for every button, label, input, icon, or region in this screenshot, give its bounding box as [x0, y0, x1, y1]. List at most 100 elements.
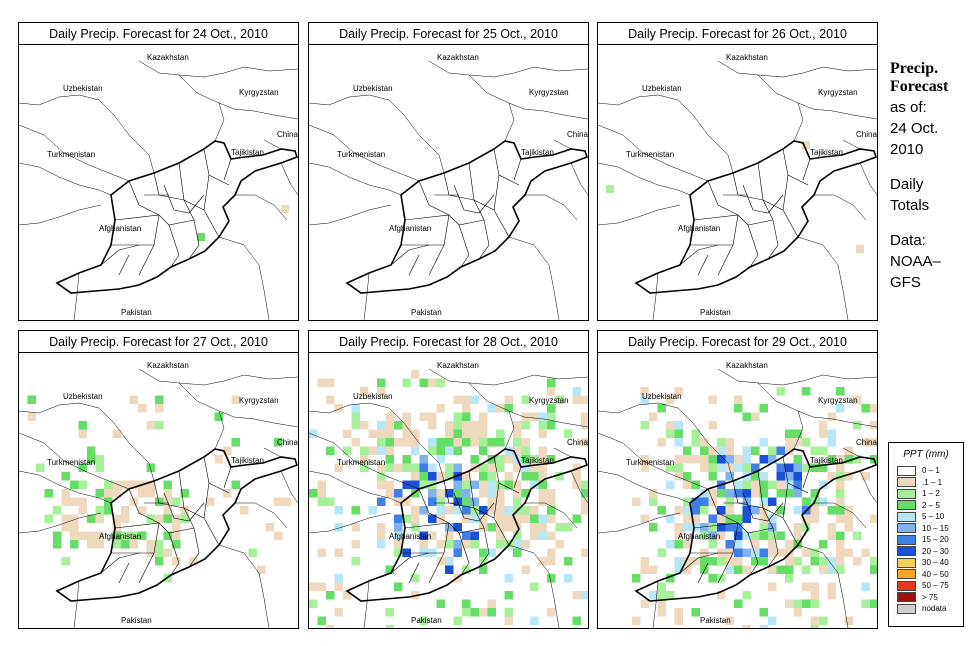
province-boundary — [762, 507, 774, 529]
precip-cell — [436, 497, 445, 506]
precip-cell — [163, 480, 172, 489]
precip-cell — [462, 429, 471, 438]
country-label-pakistan: Pakistan — [700, 308, 731, 317]
precip-cell — [504, 608, 513, 617]
precip-cell — [725, 506, 734, 515]
precip-cell — [470, 506, 479, 515]
precip-cell — [377, 378, 386, 387]
precip-cell — [487, 608, 496, 617]
precip-cell — [87, 514, 96, 523]
precip-cell — [351, 412, 360, 421]
precip-cell — [802, 497, 811, 506]
afghanistan-outline — [345, 448, 588, 602]
precip-cell — [538, 523, 547, 532]
province-boundary — [693, 522, 774, 534]
country-label-china: China — [277, 130, 298, 139]
province-boundary — [404, 214, 485, 226]
precip-cell — [674, 472, 683, 481]
country-border — [309, 162, 402, 196]
precip-cell — [674, 616, 683, 625]
country-label-china: China — [567, 438, 588, 447]
precip-cell — [61, 472, 70, 481]
precip-cell — [819, 540, 828, 549]
precip-cell — [504, 480, 513, 489]
province-boundary — [697, 254, 709, 276]
precip-cell — [785, 463, 794, 472]
precip-cell — [776, 472, 785, 481]
precip-cell — [231, 395, 240, 404]
country-border — [859, 470, 877, 504]
precip-cell — [436, 446, 445, 455]
precip-cell — [742, 625, 751, 628]
precip-cell — [836, 387, 845, 396]
country-label-china: China — [277, 438, 298, 447]
country-border — [428, 368, 588, 386]
precip-cell — [581, 497, 588, 506]
precip-cell — [717, 463, 726, 472]
precip-cell — [513, 489, 522, 498]
precip-cell — [691, 514, 700, 523]
precip-cell — [802, 582, 811, 591]
precip-cell — [870, 599, 877, 608]
legend-label: .1 – 1 — [922, 477, 943, 487]
precip-cell — [674, 540, 683, 549]
precip-map: Kazakhstan Uzbekistan Kyrgyzstan China Turkm… — [309, 361, 588, 628]
precip-cell — [572, 616, 581, 625]
legend-label: 40 – 50 — [922, 569, 949, 579]
precip-cell — [453, 412, 462, 421]
precip-cell — [155, 404, 164, 413]
precip-cell — [453, 540, 462, 549]
precip-cell — [836, 489, 845, 498]
precip-cell — [53, 506, 62, 515]
country-label-kazakhstan: Kazakhstan — [726, 53, 768, 62]
precip-cell — [453, 438, 462, 447]
precip-cell — [785, 472, 794, 481]
precip-cell — [691, 497, 700, 506]
precip-cell — [802, 514, 811, 523]
precip-cell — [802, 463, 811, 472]
precip-cell — [810, 548, 819, 557]
province-boundary — [153, 172, 185, 201]
precip-cell — [785, 557, 794, 566]
precip-cell — [683, 523, 692, 532]
precip-cell — [793, 480, 802, 489]
precip-cell — [326, 591, 335, 600]
precip-cell — [61, 557, 70, 566]
precip-cell — [428, 514, 437, 523]
precip-cell — [674, 506, 683, 515]
precip-cell — [708, 421, 717, 430]
precip-cell — [844, 514, 853, 523]
precip-cell — [751, 446, 760, 455]
precip-cell — [530, 531, 539, 540]
precip-cell — [334, 463, 343, 472]
province-boundary — [408, 562, 420, 584]
precip-cell — [734, 404, 743, 413]
precip-cell — [530, 506, 539, 515]
province-boundary — [183, 507, 195, 529]
precip-cell — [870, 514, 877, 523]
precip-cell — [793, 472, 802, 481]
precip-cell — [700, 531, 709, 540]
precip-cell — [368, 429, 377, 438]
precip-cell — [27, 412, 36, 421]
precip-cell — [121, 480, 130, 489]
precip-cell — [487, 506, 496, 515]
precip-cell — [317, 497, 326, 506]
legend-item: nodata — [897, 603, 963, 615]
precip-cell — [462, 599, 471, 608]
precip-cell — [394, 489, 403, 498]
forecast-panel-3: Daily Precip. Forecast for 26 Oct., 2010… — [597, 22, 878, 321]
precip-cell — [632, 616, 641, 625]
precip-cell — [555, 472, 564, 481]
country-label-turkmenistan: Turkmenistan — [626, 458, 674, 467]
province-boundary — [458, 224, 470, 268]
precip-cell — [759, 506, 768, 515]
precip-cell — [640, 557, 649, 566]
forecast-panel-5: Daily Precip. Forecast for 28 Oct., 2010… — [308, 330, 589, 629]
country-border — [363, 580, 370, 628]
precip-cell — [530, 412, 539, 421]
precip-cell — [445, 531, 454, 540]
precip-cell — [819, 565, 828, 574]
precip-cell — [411, 480, 420, 489]
precip-cell — [810, 446, 819, 455]
